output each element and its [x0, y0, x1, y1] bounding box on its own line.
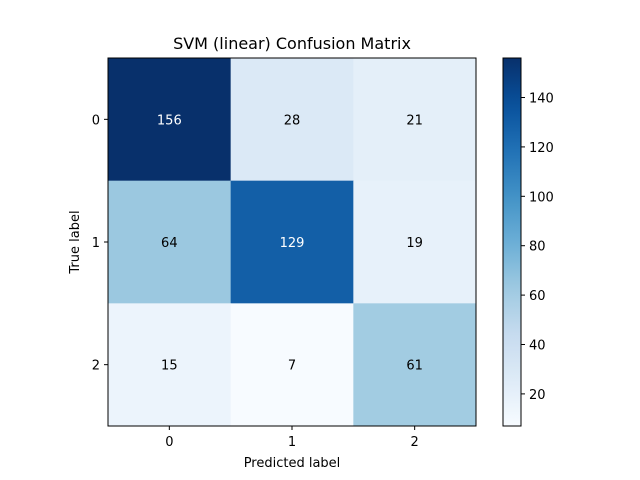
heatmap-cell-r2-c2 [353, 303, 477, 427]
x-axis-label: Predicted label [244, 456, 341, 471]
colorbar-tick-label: 100 [529, 190, 554, 205]
colorbar-tick-label: 80 [529, 240, 546, 255]
cell-value-r1-c2: 19 [406, 236, 423, 251]
heatmap-cell-r1-c1 [230, 180, 354, 304]
y-tick-label: 0 [92, 113, 100, 128]
heatmap-cells [108, 58, 477, 427]
colorbar [502, 57, 522, 427]
x-tick-label: 1 [288, 435, 296, 450]
heatmap-cell-r2-c0 [108, 303, 232, 427]
cell-value-r2-c1: 7 [288, 359, 296, 374]
heatmap-cell-labels: 156 28 21 64 129 19 15 7 61 [157, 113, 423, 373]
colorbar-tick-label: 40 [529, 338, 546, 353]
x-axis-ticks: 0 1 2 [165, 426, 419, 450]
cell-value-r0-c1: 28 [284, 113, 301, 128]
cell-value-r0-c2: 21 [406, 113, 423, 128]
cell-value-r1-c1: 129 [280, 236, 305, 251]
colorbar-tick-label: 20 [529, 388, 546, 403]
heatmap-cell-r2-c1 [230, 303, 354, 427]
colorbar-tick-label: 120 [529, 141, 554, 156]
cell-value-r2-c0: 15 [161, 359, 178, 374]
y-axis-ticks: 0 1 2 [92, 113, 108, 374]
heatmap-cell-r1-c0 [108, 180, 232, 304]
y-tick-label: 2 [92, 359, 100, 374]
heatmap-cell-r0-c2 [353, 58, 477, 182]
heatmap-cell-r1-c2 [353, 180, 477, 304]
heatmap-cell-r0-c1 [230, 58, 354, 182]
y-tick-label: 1 [92, 236, 100, 251]
heatmap-cell-r0-c0 [108, 58, 232, 182]
x-tick-label: 2 [411, 435, 419, 450]
cell-value-r2-c2: 61 [406, 359, 423, 374]
chart-title: SVM (linear) Confusion Matrix [173, 34, 411, 53]
colorbar-ticks: 20 40 60 80 100 120 140 [521, 92, 554, 403]
colorbar-tick-label: 60 [529, 289, 546, 304]
colorbar-tick-label: 140 [529, 92, 554, 107]
x-tick-label: 0 [165, 435, 173, 450]
y-axis-label: True label [68, 210, 83, 274]
cell-value-r1-c0: 64 [161, 236, 178, 251]
cell-value-r0-c0: 156 [157, 113, 182, 128]
